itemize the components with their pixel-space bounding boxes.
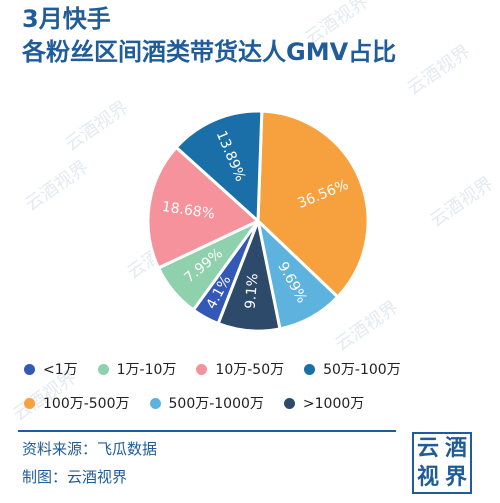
logo-char: 云 [416,435,439,461]
legend-item: 100万-500万 [24,393,130,413]
legend-label: 10万-50万 [215,362,285,378]
legend-label: 1万-10万 [116,362,177,378]
pie-slice [174,109,264,223]
legend-label: 100万-500万 [43,396,130,412]
legend-item: 10万-50万 [196,359,284,379]
pie-slice [146,145,260,270]
slice-label: 9.1% [243,273,262,310]
legend-label: <1万 [43,362,78,378]
chart-title-line1: 3月快手 [22,5,111,33]
legend-item: 500万-1000万 [149,393,264,413]
legend-swatch [283,397,295,409]
legend-label: >1000万 [302,396,365,412]
legend-row: 100万-500万 500万-1000万 >1000万 [24,391,384,415]
legend-swatch [24,363,35,375]
logo-char: 视 [416,464,439,490]
maker-note: 制图：云酒视界 [22,468,128,486]
legend-swatch [304,363,316,375]
legend-label: 500万-1000万 [168,396,264,412]
legend-item: <1万 [24,359,78,379]
pie-chart: 36.56%9.69%9.1%4.1%7.99%18.68%13.89% [146,109,370,333]
legend-item: >1000万 [283,393,365,413]
legend-row: <1万 1万-10万 10万-50万 50万-100万 [24,357,421,381]
watermark: 云酒视界 [403,40,475,100]
pie-slice [256,109,370,299]
legend-item: 50万-100万 [304,359,401,379]
source-note: 资料来源：飞瓜数据 [22,440,158,458]
legend-swatch [97,363,109,375]
brand-logo: 云 酒 视 界 [412,432,472,494]
chart-title-line2: 各粉丝区间酒类带货达人GMV占比 [22,38,397,66]
slice-label: 18.68% [161,199,216,223]
logo-char: 酒 [444,435,467,461]
legend-swatch [149,397,161,409]
legend-swatch [196,363,208,375]
legend-item: 1万-10万 [97,359,177,379]
legend-label: 50万-100万 [323,362,401,378]
footer-divider [18,430,396,432]
logo-char: 界 [444,464,467,490]
legend-swatch [24,397,35,409]
